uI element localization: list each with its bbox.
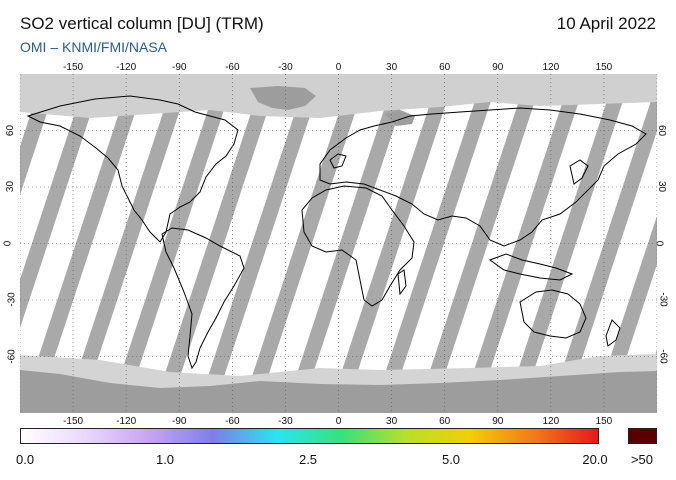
satellite-swath (212, 74, 352, 413)
lon-tick-label-bottom: -120 (116, 416, 137, 427)
uk-outline (329, 153, 347, 169)
swath-gap (328, 74, 456, 413)
lon-tick-label-top: 150 (595, 62, 613, 73)
lat-tick-label-right: 30 (656, 180, 668, 193)
lon-tick-label-top: -90 (172, 62, 187, 73)
swath-gap (20, 74, 148, 413)
lon-tick-label-bottom: 90 (492, 416, 504, 427)
lat-tick-label-right: 60 (656, 124, 668, 136)
lon-tick-label-top: -120 (116, 62, 137, 73)
swath-gap (548, 74, 676, 413)
map-title: SO2 vertical column [DU] (TRM) (20, 14, 264, 33)
lon-tick-label-top: 90 (492, 62, 504, 73)
colorbar-label: 1.0 (155, 452, 175, 467)
new-zealand-outline (605, 319, 621, 347)
lat-tick-label-right: -60 (657, 348, 669, 364)
lon-tick-label-top: 60 (439, 62, 451, 73)
satellite-swath (124, 74, 264, 413)
satellite-swath (168, 74, 308, 413)
eurasia-outline (319, 107, 647, 247)
lat-tick-label-left: 30 (5, 180, 17, 193)
lon-tick-label-top: -150 (63, 62, 84, 73)
lon-tick-label-bottom: 150 (595, 416, 613, 427)
australia-outline (519, 289, 587, 339)
lon-tick-label-bottom: 30 (386, 416, 398, 427)
indonesia-outline (488, 253, 574, 281)
satellite-swath (476, 74, 616, 413)
satellite-swath (432, 74, 572, 413)
world-map-svg (0, 74, 676, 413)
coastlines (26, 95, 647, 370)
lon-tick-label-bottom: -150 (63, 416, 84, 427)
swath-gap (372, 74, 500, 413)
swath-gap (240, 74, 368, 413)
lat-tick-label-left: 0 (2, 240, 14, 246)
lat-tick-label-left: -60 (6, 348, 18, 364)
lat-tick-label-left: -30 (6, 292, 18, 307)
colorbar-label: 2.5 (298, 452, 318, 467)
swath-gap (416, 74, 544, 413)
japan-outline (569, 159, 589, 185)
lon-tick-label-top: 0 (335, 62, 342, 73)
colorbar (20, 428, 599, 444)
satellite-swath (256, 74, 396, 413)
lon-tick-label-top: 120 (542, 62, 560, 73)
satellite-swath (0, 74, 132, 413)
lon-tick-label-top: -30 (278, 62, 293, 73)
colorbar-label: 0.0 (16, 452, 35, 467)
swath-gap (108, 74, 236, 413)
swath-gap (0, 74, 104, 389)
lat-tick-label-left: 60 (5, 124, 17, 136)
greenland (250, 86, 316, 110)
map-credits: OMI – KNMI/FMI/NASA (20, 39, 168, 55)
satellite-swath (520, 74, 660, 413)
swath-gap (196, 74, 324, 413)
satellite-swath (388, 74, 528, 413)
swath-gap (504, 74, 632, 413)
colorbar-label: >50 (630, 452, 654, 467)
swath-gap (64, 74, 192, 413)
lon-tick-label-top: 30 (386, 62, 398, 73)
colorbar-label: 5.0 (441, 452, 461, 467)
lon-tick-label-bottom: -60 (225, 416, 240, 427)
north-america-outline (26, 95, 239, 243)
satellite-swath (80, 74, 220, 413)
lon-tick-label-top: -60 (225, 62, 240, 73)
world-map (0, 74, 676, 413)
swath-gap (284, 74, 412, 413)
satellite-swath (36, 74, 176, 413)
lon-tick-label-bottom: 120 (542, 416, 560, 427)
swath-gap (592, 158, 676, 413)
lon-tick-label-bottom: 0 (335, 416, 342, 427)
colorbar-label: 20.0 (582, 452, 608, 467)
lat-tick-label-right: -30 (657, 292, 669, 307)
lon-tick-label-bottom: -30 (278, 416, 293, 427)
map-date: 10 April 2022 (556, 14, 656, 33)
satellite-swath (300, 74, 440, 413)
lon-tick-label-bottom: -90 (172, 416, 187, 427)
south-america-outline (161, 227, 245, 370)
lon-tick-label-bottom: 60 (439, 416, 451, 427)
madagascar-outline (397, 269, 407, 296)
africa-outline (301, 185, 415, 307)
colorbar-max-swatch (628, 428, 657, 444)
swath-gap (460, 74, 588, 413)
